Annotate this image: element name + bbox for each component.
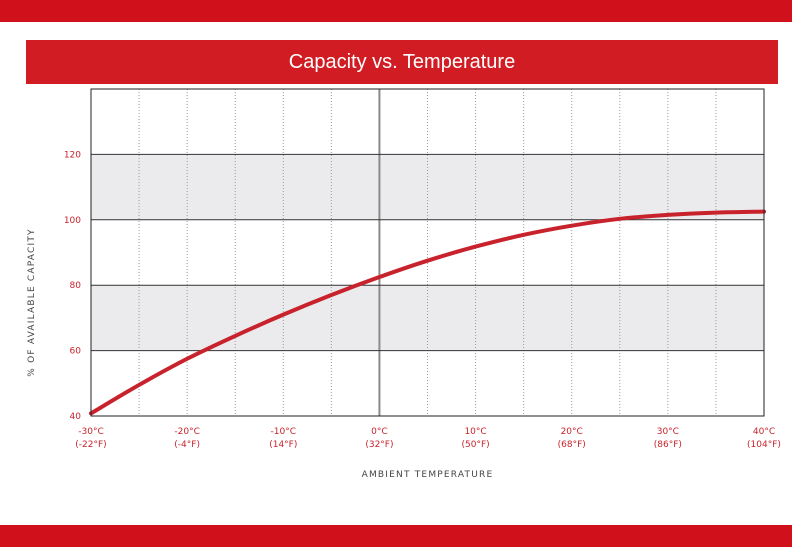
x-tick-label: 0°C: [371, 427, 388, 437]
x-tick-label: -20°C: [174, 427, 199, 437]
y-tick-label: 80: [70, 281, 82, 291]
bottom-brand-bar: [0, 525, 792, 547]
capacity-curve: [89, 209, 766, 416]
x-tick-sublabel: (104°F): [747, 440, 781, 450]
chart-title: Capacity vs. Temperature: [26, 40, 778, 84]
x-tick-sublabel: (-22°F): [75, 440, 106, 450]
x-tick-label: 10°C: [464, 427, 486, 437]
x-tick-sublabel: (14°F): [269, 440, 297, 450]
x-tick-label: 40°C: [753, 427, 775, 437]
top-brand-bar: [0, 0, 792, 22]
y-axis-label: % OF AVAILABLE CAPACITY: [27, 228, 37, 376]
x-tick-label: 30°C: [657, 427, 679, 437]
x-tick-label: -10°C: [271, 427, 296, 437]
x-tick-label: 20°C: [561, 427, 583, 437]
y-tick-label: 60: [70, 347, 82, 357]
plot-frame: [90, 88, 765, 417]
x-tick-sublabel: (32°F): [365, 440, 393, 450]
x-axis-label: AMBIENT TEMPERATURE: [362, 470, 494, 480]
y-tick-label: 100: [64, 216, 81, 226]
y-tick-label: 40: [70, 412, 82, 422]
x-tick-sublabel: (86°F): [654, 440, 682, 450]
x-tick-sublabel: (-4°F): [174, 440, 200, 450]
shaded-band: [91, 154, 764, 220]
x-tick-sublabel: (50°F): [461, 440, 489, 450]
y-tick-label: 120: [64, 150, 81, 160]
x-tick-sublabel: (68°F): [558, 440, 586, 450]
x-tick-label: -30°C: [78, 427, 103, 437]
